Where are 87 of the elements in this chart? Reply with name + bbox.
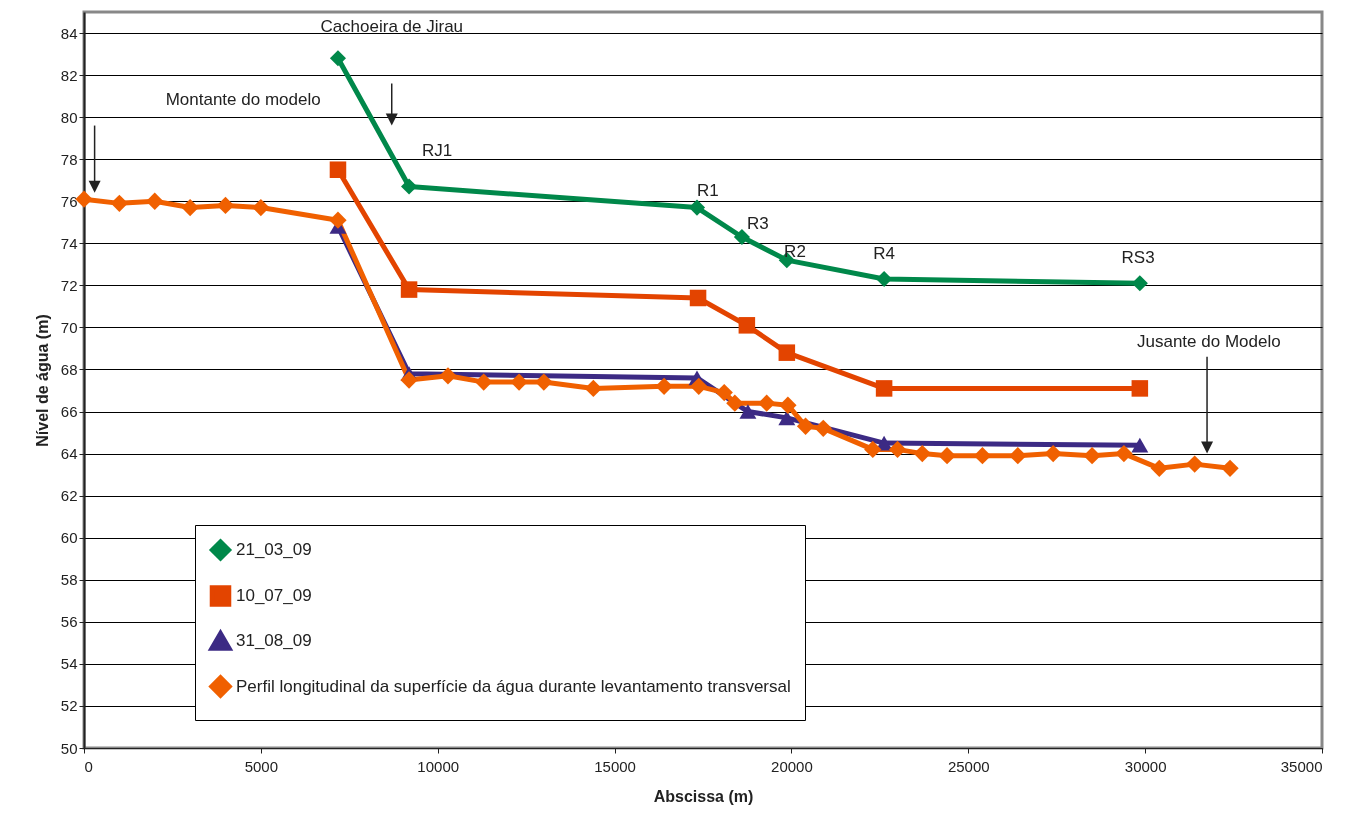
y-tick-label: 74 — [60, 234, 78, 252]
y-tick-label: 58 — [60, 571, 78, 589]
point — [400, 281, 418, 298]
point — [1150, 459, 1168, 477]
y-tick-label: 84 — [60, 24, 78, 42]
point — [110, 194, 129, 213]
y-tick-label: 80 — [60, 108, 78, 126]
point — [655, 377, 673, 395]
x-tick-label: 30000 — [1124, 757, 1167, 775]
annotation: R4 — [873, 243, 895, 263]
point — [439, 367, 457, 385]
point — [778, 410, 796, 426]
point — [814, 419, 832, 438]
annotation: Cachoeira de Jirau — [320, 16, 464, 36]
point — [875, 380, 893, 397]
point — [1131, 437, 1149, 453]
point — [758, 394, 776, 412]
annotation: R1 — [697, 180, 719, 200]
point — [864, 440, 882, 459]
point — [938, 447, 956, 465]
annotation: Jusante do Modelo — [1136, 332, 1281, 352]
point — [181, 198, 199, 217]
point — [726, 394, 744, 412]
y-tick-label: 62 — [60, 487, 78, 505]
point — [779, 396, 797, 414]
point — [216, 196, 235, 215]
point — [510, 373, 528, 391]
point — [1044, 444, 1062, 463]
legend-label: 31_08_09 — [236, 631, 312, 650]
point — [1221, 459, 1239, 477]
point — [401, 178, 418, 195]
x-tick-label: 10000 — [417, 757, 460, 775]
point — [329, 50, 347, 67]
point — [1131, 380, 1149, 397]
point — [1009, 447, 1027, 465]
point — [913, 444, 931, 463]
point — [690, 377, 708, 395]
y-axis-title: Nível de água (m) — [33, 314, 51, 447]
point — [1115, 444, 1133, 463]
annotation: RJ1 — [421, 140, 453, 160]
x-axis-title: Abscissa (m) — [653, 787, 754, 805]
y-tick-label: 76 — [60, 192, 78, 210]
point — [733, 228, 750, 246]
annotation: RS3 — [1121, 248, 1155, 268]
point — [535, 373, 553, 391]
point — [146, 192, 164, 210]
legend-label: Perfil longitudinal da superfície da água durante levantamento transversal — [236, 676, 791, 696]
point — [1186, 455, 1204, 473]
y-tick-label: 68 — [60, 360, 78, 378]
point — [584, 379, 603, 398]
point — [739, 404, 757, 419]
y-tick-label: 60 — [60, 529, 78, 547]
point — [688, 199, 706, 216]
x-tick-label: 15000 — [594, 757, 636, 775]
y-tick-label: 52 — [60, 697, 78, 715]
x-tick-label: 35000 — [1280, 757, 1323, 775]
y-tick-label: 82 — [60, 66, 78, 84]
point — [252, 198, 270, 217]
point — [689, 289, 707, 307]
point — [796, 417, 815, 435]
point — [715, 383, 733, 402]
legend-label: 21_03_09 — [236, 540, 312, 559]
x-tick-label: 5000 — [244, 757, 279, 775]
point — [1083, 447, 1101, 465]
x-tick-label: 25000 — [947, 757, 990, 775]
y-tick-label: 64 — [60, 445, 78, 463]
legend-label: 10_07_09 — [236, 586, 312, 605]
point — [778, 344, 796, 361]
y-tick-label: 56 — [60, 613, 78, 631]
y-tick-label: 50 — [60, 739, 78, 757]
annotation: R3 — [746, 214, 769, 234]
annotation: Montante do modelo — [165, 90, 321, 110]
point — [329, 211, 347, 229]
y-tick-label: 66 — [60, 403, 78, 421]
point — [475, 373, 493, 391]
y-tick-label: 70 — [60, 318, 78, 336]
point — [75, 190, 93, 208]
point — [738, 317, 756, 334]
y-tick-label: 78 — [60, 150, 78, 168]
x-tick-label: 0 — [84, 757, 93, 775]
x-tick-label: 20000 — [771, 757, 813, 775]
point — [888, 440, 907, 459]
y-tick-label: 72 — [60, 276, 78, 294]
point — [400, 371, 418, 389]
annotation: R2 — [784, 241, 806, 261]
point — [329, 161, 347, 178]
y-tick-label: 54 — [60, 655, 78, 673]
